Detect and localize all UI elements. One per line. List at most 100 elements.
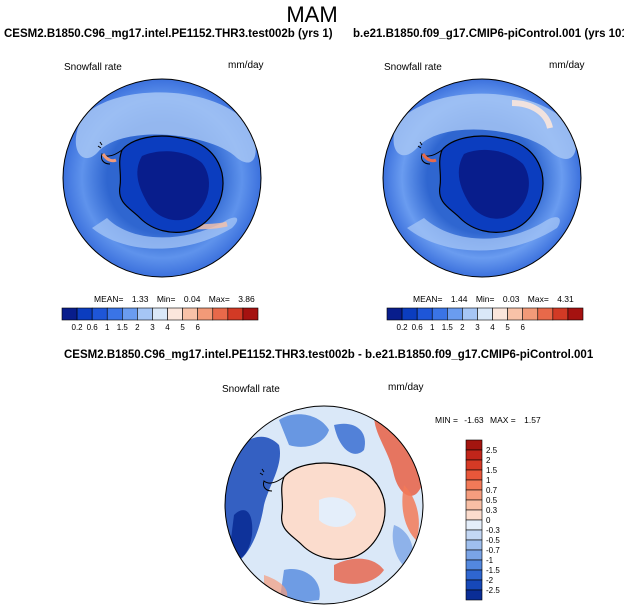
panel1-min-value: 0.04 xyxy=(183,294,201,304)
colorbar-panel1-tick-label: 0.6 xyxy=(87,323,99,332)
colorbar-panel1-tick-label: 3 xyxy=(150,323,155,332)
colorbar-panel1-swatch xyxy=(137,307,153,321)
panel2-variable-label: Snowfall rate xyxy=(384,62,442,73)
figure-title: MAM xyxy=(286,2,338,27)
colorbar-panel2-swatch xyxy=(552,307,569,321)
colorbar-panel1-tick-label: 2 xyxy=(135,323,140,332)
colorbar-diff-tick-label: -0.7 xyxy=(486,546,500,555)
diff-variable-label: Snowfall rate xyxy=(222,384,280,395)
colorbar-diff-tick-label: 0.5 xyxy=(486,496,498,505)
colorbar-diff-swatch xyxy=(465,539,483,551)
colorbar-diff-tick-label: -0.3 xyxy=(486,526,500,535)
colorbar-panel1-swatch xyxy=(227,307,244,321)
diff-stats: MIN = -1.63 MAX = 1.57 xyxy=(435,415,541,425)
colorbar-panel2-tick-label: 6 xyxy=(520,323,525,332)
map1-border xyxy=(62,78,262,278)
colorbar-panel1-swatch xyxy=(91,307,108,321)
colorbar-diff-swatch xyxy=(465,499,483,511)
panel2-mean-label: MEAN= xyxy=(413,294,443,304)
panel1-min-label: Min= xyxy=(156,294,176,304)
colorbar-panel1-tick-label: 5 xyxy=(180,323,185,332)
panel2-max-label: Max= xyxy=(527,294,549,304)
panel1-max-value: 3.86 xyxy=(238,294,255,304)
map-panel2 xyxy=(382,78,582,278)
colorbar-panel2-swatch xyxy=(567,307,584,321)
colorbar-panel2-swatch xyxy=(401,307,418,321)
panel1-stats: MEAN= 1.33 Min= 0.04 Max= 3.86 xyxy=(94,294,255,304)
colorbar-diff-swatch xyxy=(465,489,483,501)
colorbar-diff-swatch xyxy=(465,479,483,491)
colorbar-diff-swatch xyxy=(465,549,483,561)
colorbar-diff-tick-label: -0.5 xyxy=(486,536,500,545)
colorbar-diff: 2.521.510.70.50.30-0.3-0.5-0.7-1-1.5-2-2… xyxy=(465,439,500,601)
colorbar-diff-swatch xyxy=(465,459,483,471)
panel2-mean-value: 1.44 xyxy=(450,294,468,304)
colorbar-diff-swatch xyxy=(465,519,483,531)
colorbar-diff-swatch xyxy=(465,469,483,481)
diff-min-value: -1.63 xyxy=(464,415,484,425)
map2-border xyxy=(382,78,582,278)
colorbar-panel1-tick-label: 1 xyxy=(105,323,110,332)
colorbar-panel2-swatch xyxy=(477,307,493,321)
diff-min-label: MIN = xyxy=(435,415,458,425)
colorbar-panel2-tick-label: 0.2 xyxy=(397,323,409,332)
colorbar-diff-swatch xyxy=(465,529,483,541)
colorbar-panel2-tick-label: 0.6 xyxy=(412,323,424,332)
colorbar-panel1-tick-label: 4 xyxy=(165,323,170,332)
colorbar-panel2-swatch xyxy=(386,307,403,321)
colorbar-diff-swatch xyxy=(465,569,483,581)
colorbar-diff-tick-label: 0 xyxy=(486,516,491,525)
colorbar-panel2-tick-label: 1 xyxy=(430,323,435,332)
panel2-units-label: mm/day xyxy=(549,60,585,71)
panel2-stats: MEAN= 1.44 Min= 0.03 Max= 4.31 xyxy=(413,294,574,304)
colorbar-panel1-swatch xyxy=(167,307,183,321)
panel1-max-label: Max= xyxy=(208,294,230,304)
panel2-case-title: b.e21.B1850.f09_g17.CMIP6-piControl.001 … xyxy=(353,28,624,40)
colorbar-panel2-swatch xyxy=(522,307,539,321)
colorbar-diff-tick-label: -2.5 xyxy=(486,586,500,595)
colorbar-panel1-tick-label: 1.5 xyxy=(117,323,129,332)
diff-max-value: 1.57 xyxy=(524,415,541,425)
colorbar-diff-tick-label: 0.3 xyxy=(486,506,498,515)
colorbar-panel1-swatch xyxy=(122,307,138,321)
map-panel1 xyxy=(62,78,262,278)
colorbar-diff-tick-label: -1 xyxy=(486,556,494,565)
map-diff xyxy=(224,405,424,605)
colorbar-panel2: 0.2 0.6 1 1.5 2 3 4 5 6 xyxy=(386,307,584,332)
colorbar-panel2-tick-label: 1.5 xyxy=(442,323,454,332)
panel2-max-value: 4.31 xyxy=(557,294,574,304)
colorbar-panel1-tick-label: 6 xyxy=(195,323,200,332)
colorbar-diff-tick-label: 1 xyxy=(486,476,491,485)
colorbar-panel1-swatch xyxy=(197,307,214,321)
colorbar-panel2-tick-label: 2 xyxy=(460,323,465,332)
colorbar-panel1-swatch xyxy=(152,307,168,321)
colorbar-panel1-swatch xyxy=(61,307,78,321)
panel1-variable-label: Snowfall rate xyxy=(64,62,122,73)
panel1-mean-label: MEAN= xyxy=(94,294,124,304)
panel2-min-value: 0.03 xyxy=(502,294,520,304)
colorbar-diff-tick-label: 0.7 xyxy=(486,486,498,495)
diff-map-border xyxy=(224,405,424,605)
colorbar-panel1-swatch xyxy=(76,307,93,321)
colorbar-panel1-swatch xyxy=(106,307,123,321)
colorbar-panel2-swatch xyxy=(447,307,463,321)
colorbar-panel2-swatch xyxy=(431,307,448,321)
colorbar-diff-tick-label: 1.5 xyxy=(486,466,498,475)
colorbar-panel2-tick-label: 5 xyxy=(505,323,510,332)
panel1-mean-value: 1.33 xyxy=(131,294,149,304)
colorbar-diff-swatch xyxy=(465,449,483,461)
colorbar-panel2-swatch xyxy=(416,307,433,321)
panel2-min-label: Min= xyxy=(475,294,495,304)
colorbar-diff-swatch xyxy=(465,589,483,601)
colorbar-panel2-swatch xyxy=(537,307,554,321)
colorbar-panel1-swatch xyxy=(212,307,229,321)
colorbar-panel2-tick-label: 4 xyxy=(490,323,495,332)
panel1-units-label: mm/day xyxy=(228,60,264,71)
colorbar-panel1: 0.2 0.6 1 1.5 2 3 4 5 6 xyxy=(61,307,259,332)
diff-case-title: CESM2.B1850.C96_mg17.intel.PE1152.THR3.t… xyxy=(64,349,594,361)
colorbar-panel1-swatch xyxy=(242,307,259,321)
colorbar-diff-tick-label: 2 xyxy=(486,456,491,465)
colorbar-diff-tick-label: -1.5 xyxy=(486,566,500,575)
colorbar-panel2-swatch xyxy=(507,307,523,321)
colorbar-diff-swatch xyxy=(465,579,483,591)
